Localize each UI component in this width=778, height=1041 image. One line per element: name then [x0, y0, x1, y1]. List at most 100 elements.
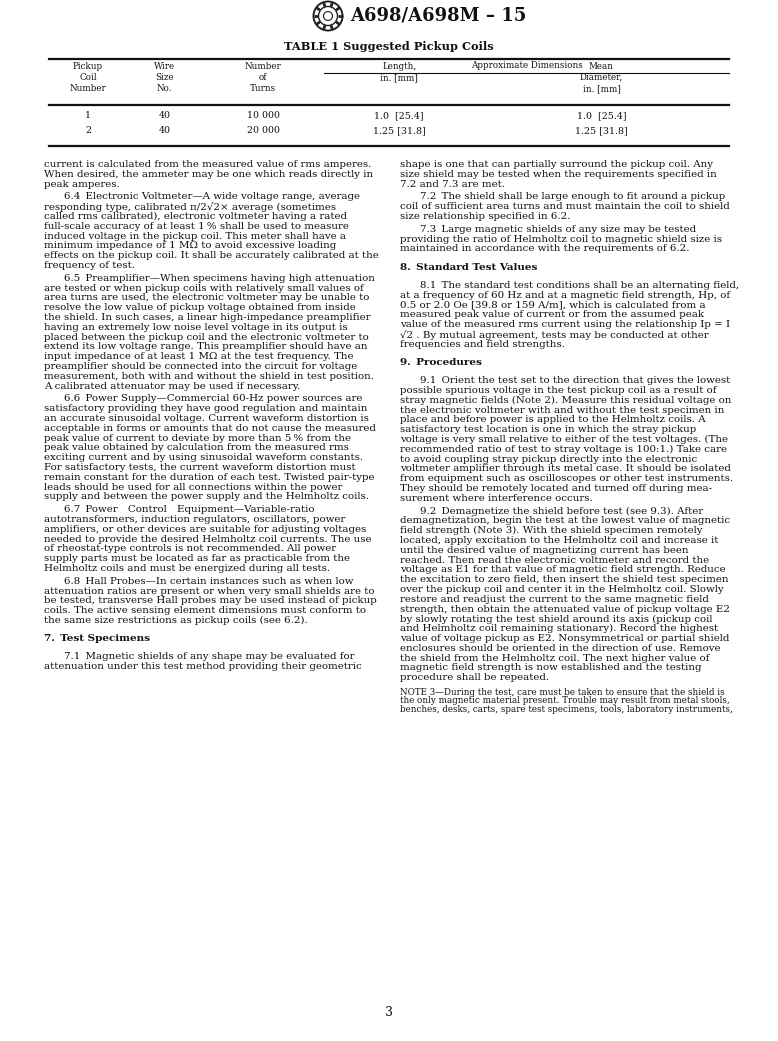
Text: A calibrated attenuator may be used if necessary.: A calibrated attenuator may be used if n…	[44, 382, 300, 390]
Text: surement where interference occurs.: surement where interference occurs.	[400, 493, 593, 503]
Text: 1.0  [25.4]: 1.0 [25.4]	[576, 111, 626, 120]
Text: place and before power is applied to the Helmholtz coils. A: place and before power is applied to the…	[400, 415, 706, 425]
Text: until the desired value of magnetizing current has been: until the desired value of magnetizing c…	[400, 545, 689, 555]
Text: over the pickup coil and center it in the Helmholtz coil. Slowly: over the pickup coil and center it in th…	[400, 585, 724, 594]
Text: 9. Procedures: 9. Procedures	[400, 358, 482, 367]
Text: the electronic voltmeter with and without the test specimen in: the electronic voltmeter with and withou…	[400, 406, 724, 414]
Text: 7.2 and 7.3 are met.: 7.2 and 7.3 are met.	[400, 180, 505, 188]
Text: amplifiers, or other devices are suitable for adjusting voltages: amplifiers, or other devices are suitabl…	[44, 525, 366, 534]
Text: the same size restrictions as pickup coils (see 6.2).: the same size restrictions as pickup coi…	[44, 616, 308, 626]
Text: exciting current and by using sinusoidal waveform constants.: exciting current and by using sinusoidal…	[44, 453, 363, 462]
Text: remain constant for the duration of each test. Twisted pair-type: remain constant for the duration of each…	[44, 473, 374, 482]
Text: 9.1 Orient the test set to the direction that gives the lowest: 9.1 Orient the test set to the direction…	[420, 376, 731, 385]
Text: √2 . By mutual agreement, tests may be conducted at other: √2 . By mutual agreement, tests may be c…	[400, 330, 709, 340]
Text: 1.0  [25.4]: 1.0 [25.4]	[374, 111, 424, 120]
Text: frequency of test.: frequency of test.	[44, 261, 135, 270]
Text: demagnetization, begin the test at the lowest value of magnetic: demagnetization, begin the test at the l…	[400, 516, 730, 526]
Text: preamplifier should be connected into the circuit for voltage: preamplifier should be connected into th…	[44, 362, 357, 371]
Text: enclosures should be oriented in the direction of use. Remove: enclosures should be oriented in the dir…	[400, 643, 720, 653]
Text: are tested or when pickup coils with relatively small values of: are tested or when pickup coils with rel…	[44, 283, 364, 293]
Text: For satisfactory tests, the current waveform distortion must: For satisfactory tests, the current wave…	[44, 463, 356, 472]
Text: Mean
Diameter,
in. [mm]: Mean Diameter, in. [mm]	[580, 62, 623, 94]
Text: 40: 40	[159, 111, 170, 120]
Text: When desired, the ammeter may be one which reads directly in: When desired, the ammeter may be one whi…	[44, 170, 373, 179]
Text: peak value of current to deviate by more than 5 % from the: peak value of current to deviate by more…	[44, 434, 351, 442]
Text: input impedance of at least 1 MΩ at the test frequency. The: input impedance of at least 1 MΩ at the …	[44, 352, 353, 361]
Text: 9.2 Demagnetize the shield before test (see 9.3). After: 9.2 Demagnetize the shield before test (…	[420, 507, 703, 515]
Text: the shield. In such cases, a linear high-impedance preamplifier: the shield. In such cases, a linear high…	[44, 313, 370, 322]
Text: needed to provide the desired Helmholtz coil currents. The use: needed to provide the desired Helmholtz …	[44, 535, 372, 543]
Text: A698/A698M – 15: A698/A698M – 15	[350, 7, 527, 25]
Text: the only magnetic material present. Trouble may result from metal stools,: the only magnetic material present. Trou…	[400, 696, 730, 706]
Text: voltage as E1 for that value of magnetic field strength. Reduce: voltage as E1 for that value of magnetic…	[400, 565, 726, 575]
Text: called rms calibrated), electronic voltmeter having a rated: called rms calibrated), electronic voltm…	[44, 212, 347, 221]
Text: 7. Test Specimens: 7. Test Specimens	[44, 634, 150, 643]
Text: minimum impedance of 1 MΩ to avoid excessive loading: minimum impedance of 1 MΩ to avoid exces…	[44, 242, 336, 251]
Text: 7.1 Magnetic shields of any shape may be evaluated for: 7.1 Magnetic shields of any shape may be…	[64, 653, 355, 661]
Text: at a frequency of 60 Hz and at a magnetic field strength, Hp, of: at a frequency of 60 Hz and at a magneti…	[400, 290, 730, 300]
Text: the shield from the Helmholtz coil. The next higher value of: the shield from the Helmholtz coil. The …	[400, 654, 710, 662]
Text: measured peak value of current or from the assumed peak: measured peak value of current or from t…	[400, 310, 704, 320]
Text: 6.5 Preamplifier—When specimens having high attenuation: 6.5 Preamplifier—When specimens having h…	[64, 274, 375, 283]
Text: 3: 3	[385, 1007, 393, 1019]
Text: 6.6 Power Supply—Commercial 60-Hz power sources are: 6.6 Power Supply—Commercial 60-Hz power …	[64, 395, 363, 404]
Text: by slowly rotating the test shield around its axis (pickup coil: by slowly rotating the test shield aroun…	[400, 614, 713, 624]
Text: attenuation ratios are present or when very small shields are to: attenuation ratios are present or when v…	[44, 586, 374, 595]
Text: 6.7 Power Control Equipment—Variable-ratio: 6.7 Power Control Equipment—Variable-rat…	[64, 505, 314, 514]
Text: measurement, both with and without the shield in test position.: measurement, both with and without the s…	[44, 372, 374, 381]
Text: procedure shall be repeated.: procedure shall be repeated.	[400, 674, 549, 682]
Text: size relationship specified in 6.2.: size relationship specified in 6.2.	[400, 212, 570, 221]
Text: 0.5 or 2.0 Oe [39.8 or 159 A/m], which is calculated from a: 0.5 or 2.0 Oe [39.8 or 159 A/m], which i…	[400, 301, 706, 309]
Text: from equipment such as oscilloscopes or other test instruments.: from equipment such as oscilloscopes or …	[400, 475, 733, 483]
Text: peak value obtained by calculation from the measured rms: peak value obtained by calculation from …	[44, 443, 349, 453]
Text: Wire
Size
No.: Wire Size No.	[154, 62, 175, 94]
Text: to avoid coupling stray pickup directly into the electronic: to avoid coupling stray pickup directly …	[400, 455, 697, 463]
Text: extend its low voltage range. This preamplifier should have an: extend its low voltage range. This pream…	[44, 342, 367, 352]
Text: Pickup
Coil
Number: Pickup Coil Number	[70, 62, 107, 94]
Text: field strength (Note 3). With the shield specimen remotely: field strength (Note 3). With the shield…	[400, 526, 703, 535]
Text: reached. Then read the electronic voltmeter and record the: reached. Then read the electronic voltme…	[400, 556, 709, 564]
Text: strength, then obtain the attenuated value of pickup voltage E2: strength, then obtain the attenuated val…	[400, 605, 730, 613]
Text: area turns are used, the electronic voltmeter may be unable to: area turns are used, the electronic volt…	[44, 294, 370, 302]
Text: 7.2 The shield shall be large enough to fit around a pickup: 7.2 The shield shall be large enough to …	[420, 193, 725, 201]
Text: full-scale accuracy of at least 1 % shall be used to measure: full-scale accuracy of at least 1 % shal…	[44, 222, 349, 231]
Text: Number
of
Turns: Number of Turns	[245, 62, 282, 94]
Text: placed between the pickup coil and the electronic voltmeter to: placed between the pickup coil and the e…	[44, 333, 369, 341]
Text: voltmeter amplifier through its metal case. It should be isolated: voltmeter amplifier through its metal ca…	[400, 464, 731, 474]
Text: 8. Standard Test Values: 8. Standard Test Values	[400, 262, 538, 272]
Text: 1.25 [31.8]: 1.25 [31.8]	[575, 127, 628, 135]
Text: TABLE 1 Suggested Pickup Coils: TABLE 1 Suggested Pickup Coils	[284, 41, 494, 52]
Text: be tested, transverse Hall probes may be used instead of pickup: be tested, transverse Hall probes may be…	[44, 596, 377, 606]
Text: an accurate sinusoidal voltage. Current waveform distortion is: an accurate sinusoidal voltage. Current …	[44, 414, 369, 423]
Text: possible spurious voltage in the test pickup coil as a result of: possible spurious voltage in the test pi…	[400, 386, 717, 395]
Text: 10 000: 10 000	[247, 111, 280, 120]
Text: magnetic field strength is now established and the testing: magnetic field strength is now establish…	[400, 663, 702, 672]
Text: leads should be used for all connections within the power: leads should be used for all connections…	[44, 483, 342, 491]
Text: supply parts must be located as far as practicable from the: supply parts must be located as far as p…	[44, 554, 350, 563]
Text: Helmholtz coils and must be energized during all tests.: Helmholtz coils and must be energized du…	[44, 564, 330, 573]
Text: 2: 2	[85, 127, 91, 135]
Text: Approximate Dimensions: Approximate Dimensions	[471, 61, 583, 71]
Text: supply and between the power supply and the Helmholtz coils.: supply and between the power supply and …	[44, 492, 369, 502]
Text: acceptable in forms or amounts that do not cause the measured: acceptable in forms or amounts that do n…	[44, 424, 376, 433]
Text: restore and readjust the current to the same magnetic field: restore and readjust the current to the …	[400, 594, 709, 604]
Text: frequencies and field strengths.: frequencies and field strengths.	[400, 339, 565, 349]
Text: satisfactory test location is one in which the stray pickup: satisfactory test location is one in whi…	[400, 425, 696, 434]
Text: NOTE 3—During the test, care must be taken to ensure that the shield is: NOTE 3—During the test, care must be tak…	[400, 688, 724, 697]
Text: autotransformers, induction regulators, oscillators, power: autotransformers, induction regulators, …	[44, 515, 345, 524]
Text: of rheostat-type controls is not recommended. All power: of rheostat-type controls is not recomme…	[44, 544, 336, 554]
Text: 6.4 Electronic Voltmeter—A wide voltage range, average: 6.4 Electronic Voltmeter—A wide voltage …	[64, 193, 360, 201]
Text: 6.8 Hall Probes—In certain instances such as when low: 6.8 Hall Probes—In certain instances suc…	[64, 577, 353, 586]
Text: attenuation under this test method providing their geometric: attenuation under this test method provi…	[44, 662, 362, 671]
Text: 8.1 The standard test conditions shall be an alternating field,: 8.1 The standard test conditions shall b…	[420, 281, 739, 289]
Text: value of voltage pickup as E2. Nonsymmetrical or partial shield: value of voltage pickup as E2. Nonsymmet…	[400, 634, 729, 643]
Text: 7.3 Large magnetic shields of any size may be tested: 7.3 Large magnetic shields of any size m…	[420, 225, 696, 234]
Text: size shield may be tested when the requirements specified in: size shield may be tested when the requi…	[400, 170, 717, 179]
Text: maintained in accordance with the requirements of 6.2.: maintained in accordance with the requir…	[400, 245, 689, 253]
Text: peak amperes.: peak amperes.	[44, 180, 120, 188]
Text: resolve the low value of pickup voltage obtained from inside: resolve the low value of pickup voltage …	[44, 303, 356, 312]
Text: effects on the pickup coil. It shall be accurately calibrated at the: effects on the pickup coil. It shall be …	[44, 251, 379, 260]
Text: providing the ratio of Helmholtz coil to magnetic shield size is: providing the ratio of Helmholtz coil to…	[400, 234, 722, 244]
Text: 40: 40	[159, 127, 170, 135]
Text: the excitation to zero field, then insert the shield test specimen: the excitation to zero field, then inser…	[400, 576, 728, 584]
